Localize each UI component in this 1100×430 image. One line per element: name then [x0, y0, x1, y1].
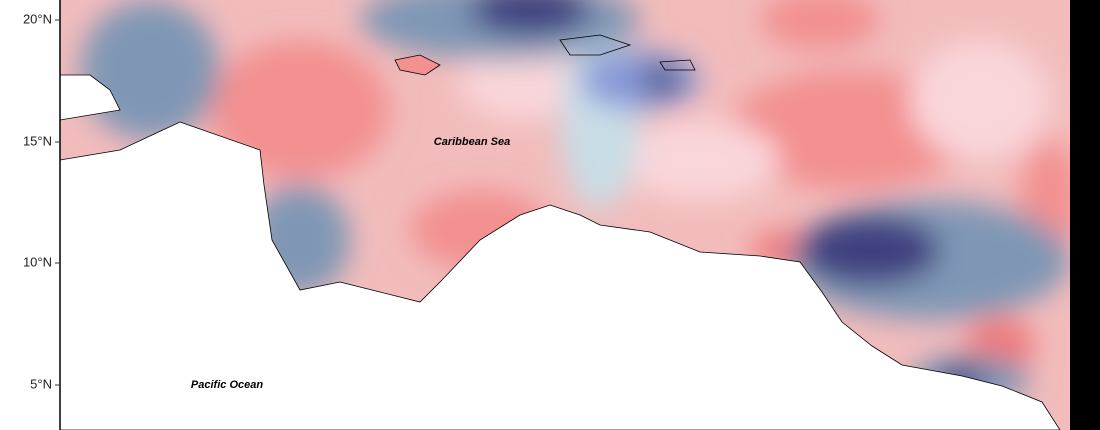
latitude-label: 15°N — [23, 133, 52, 148]
land — [60, 74, 121, 121]
land — [60, 121, 1061, 430]
latitude-label: 20°N — [23, 11, 52, 26]
latitude-axis: 20°N 15°N 10°N 5°N — [23, 11, 60, 391]
place-label: Pacific Ocean — [191, 379, 263, 391]
island — [559, 34, 632, 56]
latitude-label: 5°N — [30, 376, 52, 391]
place-label: Caribbean Sea — [434, 136, 510, 148]
anomaly-field — [60, 0, 1070, 430]
island — [659, 59, 696, 71]
latitude-label: 10°N — [23, 254, 52, 269]
border — [1070, 0, 1100, 430]
island — [394, 54, 441, 76]
